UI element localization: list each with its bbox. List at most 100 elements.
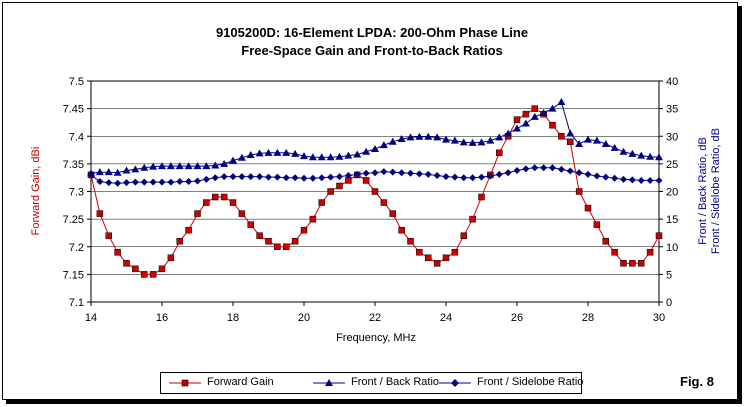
data-point	[619, 147, 628, 155]
data-point	[220, 193, 228, 201]
data-point	[442, 135, 450, 143]
data-point	[185, 226, 192, 234]
data-point	[256, 173, 264, 181]
chart-title: 9105200D: 16-Element LPDA: 200-Ohm Phase…	[215, 25, 529, 40]
data-point	[451, 249, 459, 256]
data-point	[291, 174, 299, 182]
data-point	[655, 232, 663, 239]
data-point	[273, 148, 282, 156]
data-point	[158, 265, 166, 273]
data-point	[176, 237, 183, 245]
data-point	[327, 188, 334, 195]
data-point	[158, 162, 166, 170]
data-point	[140, 178, 148, 186]
data-point	[96, 210, 104, 217]
data-point	[336, 182, 343, 190]
data-point	[283, 243, 290, 250]
data-point	[504, 129, 513, 137]
data-point	[593, 172, 601, 180]
data-point	[442, 173, 450, 181]
data-point	[300, 152, 308, 160]
data-point	[620, 175, 627, 183]
figure-label: Fig. 8	[680, 374, 714, 389]
data-point	[149, 178, 157, 186]
x-tick-label: 16	[156, 312, 168, 324]
data-point	[601, 139, 610, 147]
data-point	[96, 178, 104, 186]
data-point	[549, 164, 556, 172]
data-point	[389, 210, 396, 217]
data-point	[202, 175, 210, 183]
data-point	[211, 174, 219, 182]
data-point	[567, 138, 574, 146]
data-point	[238, 210, 246, 217]
data-point	[522, 110, 530, 118]
data-point	[237, 153, 246, 161]
data-point	[379, 141, 388, 149]
y-right-tick-label: 20	[666, 187, 678, 199]
data-point	[104, 168, 113, 176]
data-point	[167, 254, 175, 262]
data-point	[460, 232, 467, 239]
data-point	[246, 151, 255, 159]
data-point	[265, 237, 272, 245]
data-point	[602, 173, 610, 181]
data-point	[531, 164, 539, 172]
y-left-tick-label: 7.45	[63, 104, 84, 116]
data-point	[486, 136, 495, 144]
data-point	[629, 260, 636, 267]
data-point	[344, 171, 352, 179]
data-point	[398, 226, 405, 234]
data-point	[105, 232, 112, 239]
data-point	[229, 156, 237, 164]
data-point	[175, 162, 184, 170]
data-point	[194, 177, 201, 185]
y-left-tick-label: 7.2	[69, 242, 84, 254]
data-point	[282, 148, 291, 156]
data-point	[593, 221, 601, 228]
y-axis-left-label: Forward Gain, dBi	[30, 146, 42, 236]
data-point	[309, 174, 317, 182]
data-point	[318, 199, 325, 206]
data-point	[193, 162, 202, 170]
data-point	[318, 174, 326, 182]
data-point	[176, 178, 184, 186]
data-point	[203, 199, 210, 206]
data-point	[575, 139, 584, 147]
data-point	[238, 173, 246, 181]
data-point	[611, 174, 619, 182]
data-point	[407, 169, 414, 177]
data-point	[149, 162, 158, 170]
x-tick-label: 20	[298, 312, 310, 324]
data-point	[131, 165, 140, 173]
data-point	[371, 169, 379, 177]
data-point	[265, 173, 272, 181]
data-point	[584, 170, 592, 178]
data-point	[212, 193, 219, 201]
data-point	[442, 254, 450, 262]
data-point	[264, 148, 273, 156]
data-point	[202, 162, 211, 170]
data-point	[469, 174, 477, 182]
data-point	[646, 249, 654, 256]
legend-marker-fs	[439, 379, 471, 387]
data-point	[530, 112, 539, 120]
data-point	[371, 188, 379, 195]
data-point	[496, 149, 503, 157]
chart-frame	[2, 2, 738, 400]
data-point	[433, 171, 441, 179]
data-point	[638, 260, 645, 267]
legend-label-fs: Front / Sidelobe Ratio	[477, 376, 584, 388]
data-point	[628, 176, 636, 184]
data-point	[495, 170, 503, 178]
data-point	[300, 174, 308, 182]
data-point	[459, 138, 468, 146]
data-point	[566, 129, 575, 137]
data-point	[229, 173, 237, 181]
x-tick-label: 22	[369, 312, 381, 324]
data-point	[398, 169, 406, 177]
y-left-tick-label: 7.3	[69, 187, 84, 199]
x-tick-label: 18	[227, 312, 239, 324]
x-tick-label: 14	[85, 312, 97, 324]
